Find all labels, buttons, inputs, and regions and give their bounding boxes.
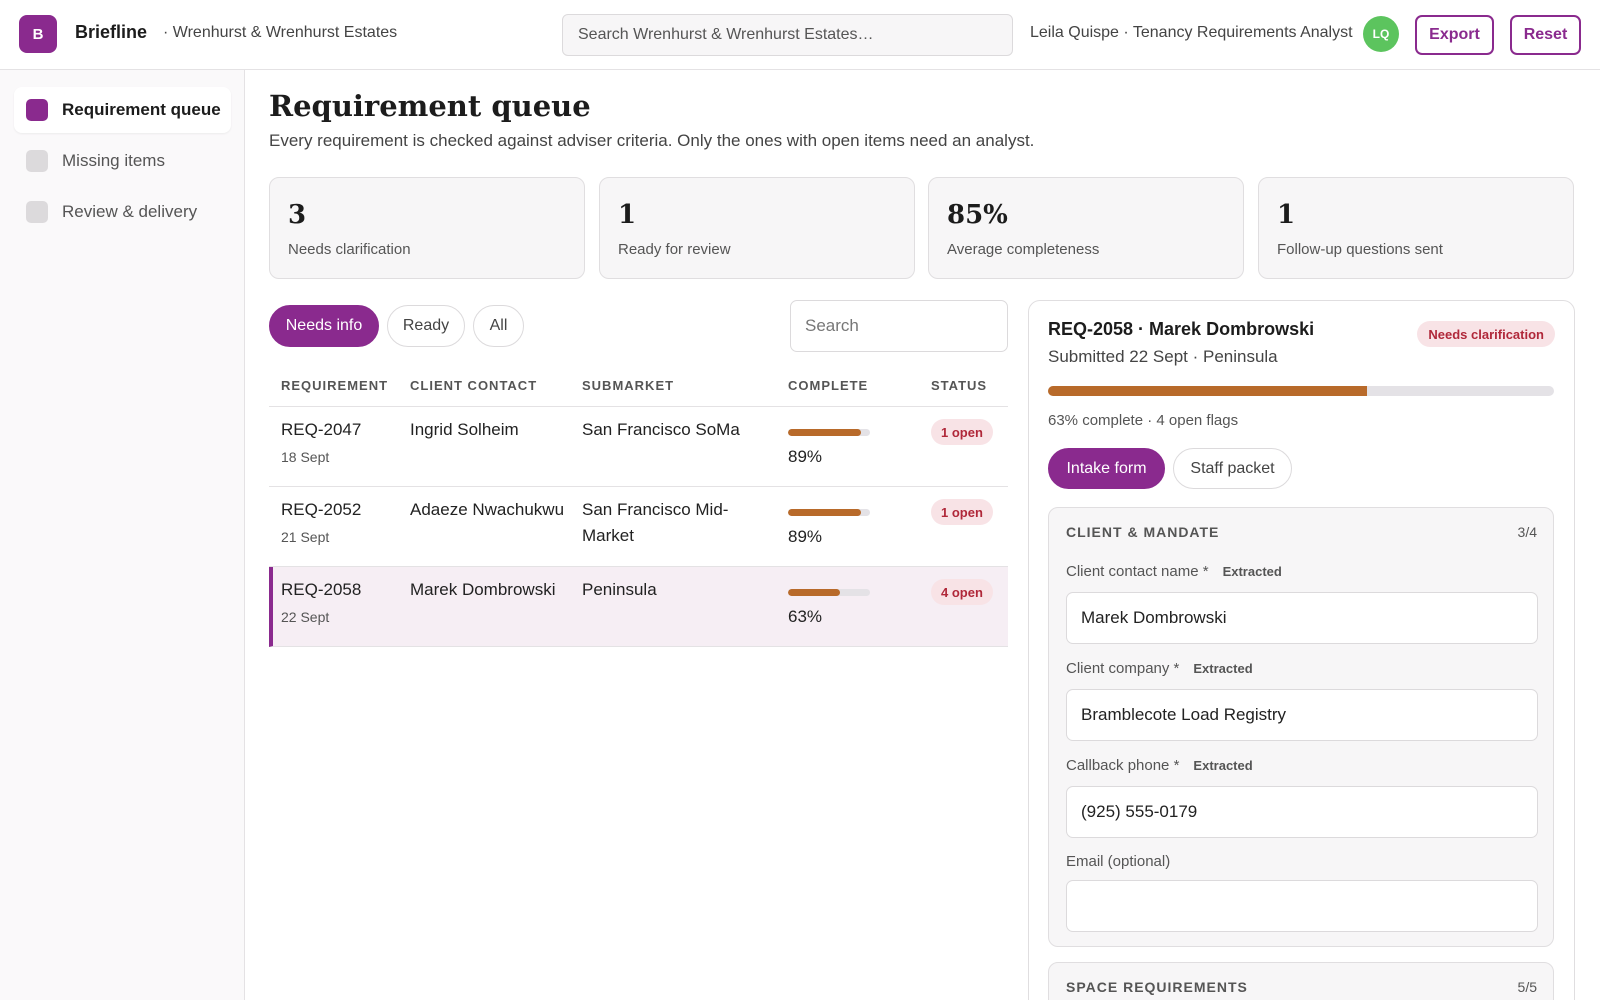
section-title: CLIENT & MANDATE (1066, 524, 1220, 540)
field-label-email: Email (optional) (1066, 853, 1171, 870)
row-complete-label: 63% (788, 607, 823, 626)
detail-title: REQ-2058 · Marek Dombrowski (1048, 319, 1315, 339)
column-header-requirement[interactable]: REQUIREMENT (281, 378, 389, 393)
sidebar-item-label: Review & delivery (62, 202, 198, 221)
row-date: 21 Sept (281, 529, 330, 545)
app-logo[interactable]: B (19, 15, 57, 53)
row-date: 18 Sept (281, 449, 330, 465)
status-badge: 4 open (931, 579, 993, 605)
reset-button[interactable]: Reset (1510, 15, 1581, 55)
row-id: REQ-2047 (281, 420, 362, 439)
detail-progress-fill (1048, 386, 1367, 396)
row-submarket: San Francisco Mid-Market (582, 500, 729, 545)
column-header-client-contact[interactable]: CLIENT CONTACT (410, 378, 538, 393)
filter-needs-info[interactable]: Needs info (269, 305, 379, 347)
user-name: Leila Quispe · Tenancy Requirements Anal… (1030, 24, 1353, 41)
table-row[interactable]: REQ-2052 21 Sept Adaeze Nwachukwu San Fr… (269, 487, 1008, 567)
nav-square-icon (26, 201, 48, 223)
row-contact: Marek Dombrowski (410, 580, 556, 599)
export-button[interactable]: Export (1415, 15, 1494, 55)
tab-intake-form[interactable]: Intake form (1048, 448, 1165, 489)
stat-card-follow-up-questions: 1 Follow-up questions sent (1258, 177, 1574, 279)
requirements-table: REQUIREMENT CLIENT CONTACT SUBMARKET COM… (269, 368, 1008, 647)
brand-name: Briefline (75, 22, 148, 42)
avatar[interactable]: LQ (1363, 16, 1399, 52)
detail-status-badge: Needs clarification (1417, 321, 1555, 347)
row-date: 22 Sept (281, 609, 330, 625)
sidebar: Requirement queue Missing items Review &… (0, 70, 245, 1000)
stat-label: Average completeness (947, 241, 1100, 258)
row-progress-bar (788, 429, 870, 436)
org-name: · Wrenhurst & Wrenhurst Estates (163, 24, 398, 41)
stat-label: Ready for review (618, 241, 731, 258)
row-contact: Adaeze Nwachukwu (410, 500, 565, 519)
callback-phone-field[interactable] (1066, 786, 1538, 838)
row-id: REQ-2058 (281, 580, 362, 599)
table-header: REQUIREMENT CLIENT CONTACT SUBMARKET COM… (269, 368, 1008, 407)
row-complete-label: 89% (788, 447, 823, 466)
sidebar-item-label: Requirement queue (62, 100, 221, 119)
stat-value: 1 (618, 200, 637, 230)
stat-label: Follow-up questions sent (1277, 241, 1443, 258)
page-title: Requirement queue (269, 89, 591, 123)
sidebar-item-review-delivery[interactable]: Review & delivery (14, 189, 231, 235)
status-badge: 1 open (931, 499, 993, 525)
detail-meta: 63% complete · 4 open flags (1048, 412, 1239, 429)
row-progress-fill (788, 509, 861, 516)
list-search-input[interactable] (790, 300, 1008, 352)
sidebar-item-requirement-queue[interactable]: Requirement queue (14, 87, 231, 133)
email-field[interactable] (1066, 880, 1538, 932)
column-header-complete[interactable]: COMPLETE (788, 378, 869, 393)
extracted-tag: Extracted (1193, 661, 1253, 676)
tab-staff-packet[interactable]: Staff packet (1173, 448, 1292, 489)
section-title: SPACE REQUIREMENTS (1066, 979, 1248, 995)
row-progress-bar (788, 589, 870, 596)
client-contact-name-field[interactable] (1066, 592, 1538, 644)
extracted-tag: Extracted (1193, 758, 1253, 773)
row-submarket: San Francisco SoMa (582, 420, 740, 439)
row-contact: Ingrid Solheim (410, 420, 519, 439)
section-client-mandate: CLIENT & MANDATE 3/4 Client contact name… (1048, 507, 1554, 947)
row-progress-fill (788, 429, 861, 436)
filter-all[interactable]: All (473, 305, 524, 347)
detail-panel: REQ-2058 · Marek Dombrowski Needs clarif… (1028, 300, 1575, 1000)
row-submarket: Peninsula (582, 580, 657, 599)
nav-square-icon (26, 99, 48, 121)
status-badge: 1 open (931, 419, 993, 445)
stat-card-ready-for-review: 1 Ready for review (599, 177, 915, 279)
sidebar-item-label: Missing items (62, 151, 165, 170)
section-count: 5/5 (1517, 979, 1537, 995)
global-search-input[interactable]: Search Wrenhurst & Wrenhurst Estates… (562, 14, 1013, 56)
extracted-tag: Extracted (1222, 564, 1282, 579)
column-header-status[interactable]: STATUS (931, 378, 988, 393)
detail-progress-bar (1048, 386, 1554, 396)
stat-value: 1 (1277, 200, 1296, 230)
column-header-submarket[interactable]: SUBMARKET (582, 378, 675, 393)
section-space-requirements: SPACE REQUIREMENTS 5/5 (1048, 962, 1554, 1000)
field-label-client-company: Client company * Extracted (1066, 660, 1253, 677)
page-subtitle: Every requirement is checked against adv… (269, 131, 1035, 150)
top-bar: B Briefline · Wrenhurst & Wrenhurst Esta… (0, 0, 1600, 70)
row-progress-fill (788, 589, 840, 596)
table-row[interactable]: REQ-2047 18 Sept Ingrid Solheim San Fran… (269, 407, 1008, 487)
stat-card-average-completeness: 85% Average completeness (928, 177, 1244, 279)
field-label-callback-phone: Callback phone * Extracted (1066, 757, 1253, 774)
sidebar-item-missing-items[interactable]: Missing items (14, 138, 231, 184)
section-count: 3/4 (1517, 524, 1537, 540)
nav-square-icon (26, 150, 48, 172)
stat-card-needs-clarification: 3 Needs clarification (269, 177, 585, 279)
client-company-field[interactable] (1066, 689, 1538, 741)
row-id: REQ-2052 (281, 500, 362, 519)
stat-value: 3 (288, 200, 307, 230)
filter-ready[interactable]: Ready (387, 305, 465, 347)
stat-value: 85% (947, 200, 1008, 230)
row-progress-bar (788, 509, 870, 516)
row-complete-label: 89% (788, 527, 823, 546)
field-label-client-contact-name: Client contact name * Extracted (1066, 563, 1282, 580)
detail-submitted: Submitted 22 Sept · Peninsula (1048, 347, 1278, 366)
stat-label: Needs clarification (288, 241, 411, 258)
table-row-selected[interactable]: REQ-2058 22 Sept Marek Dombrowski Penins… (269, 567, 1008, 647)
